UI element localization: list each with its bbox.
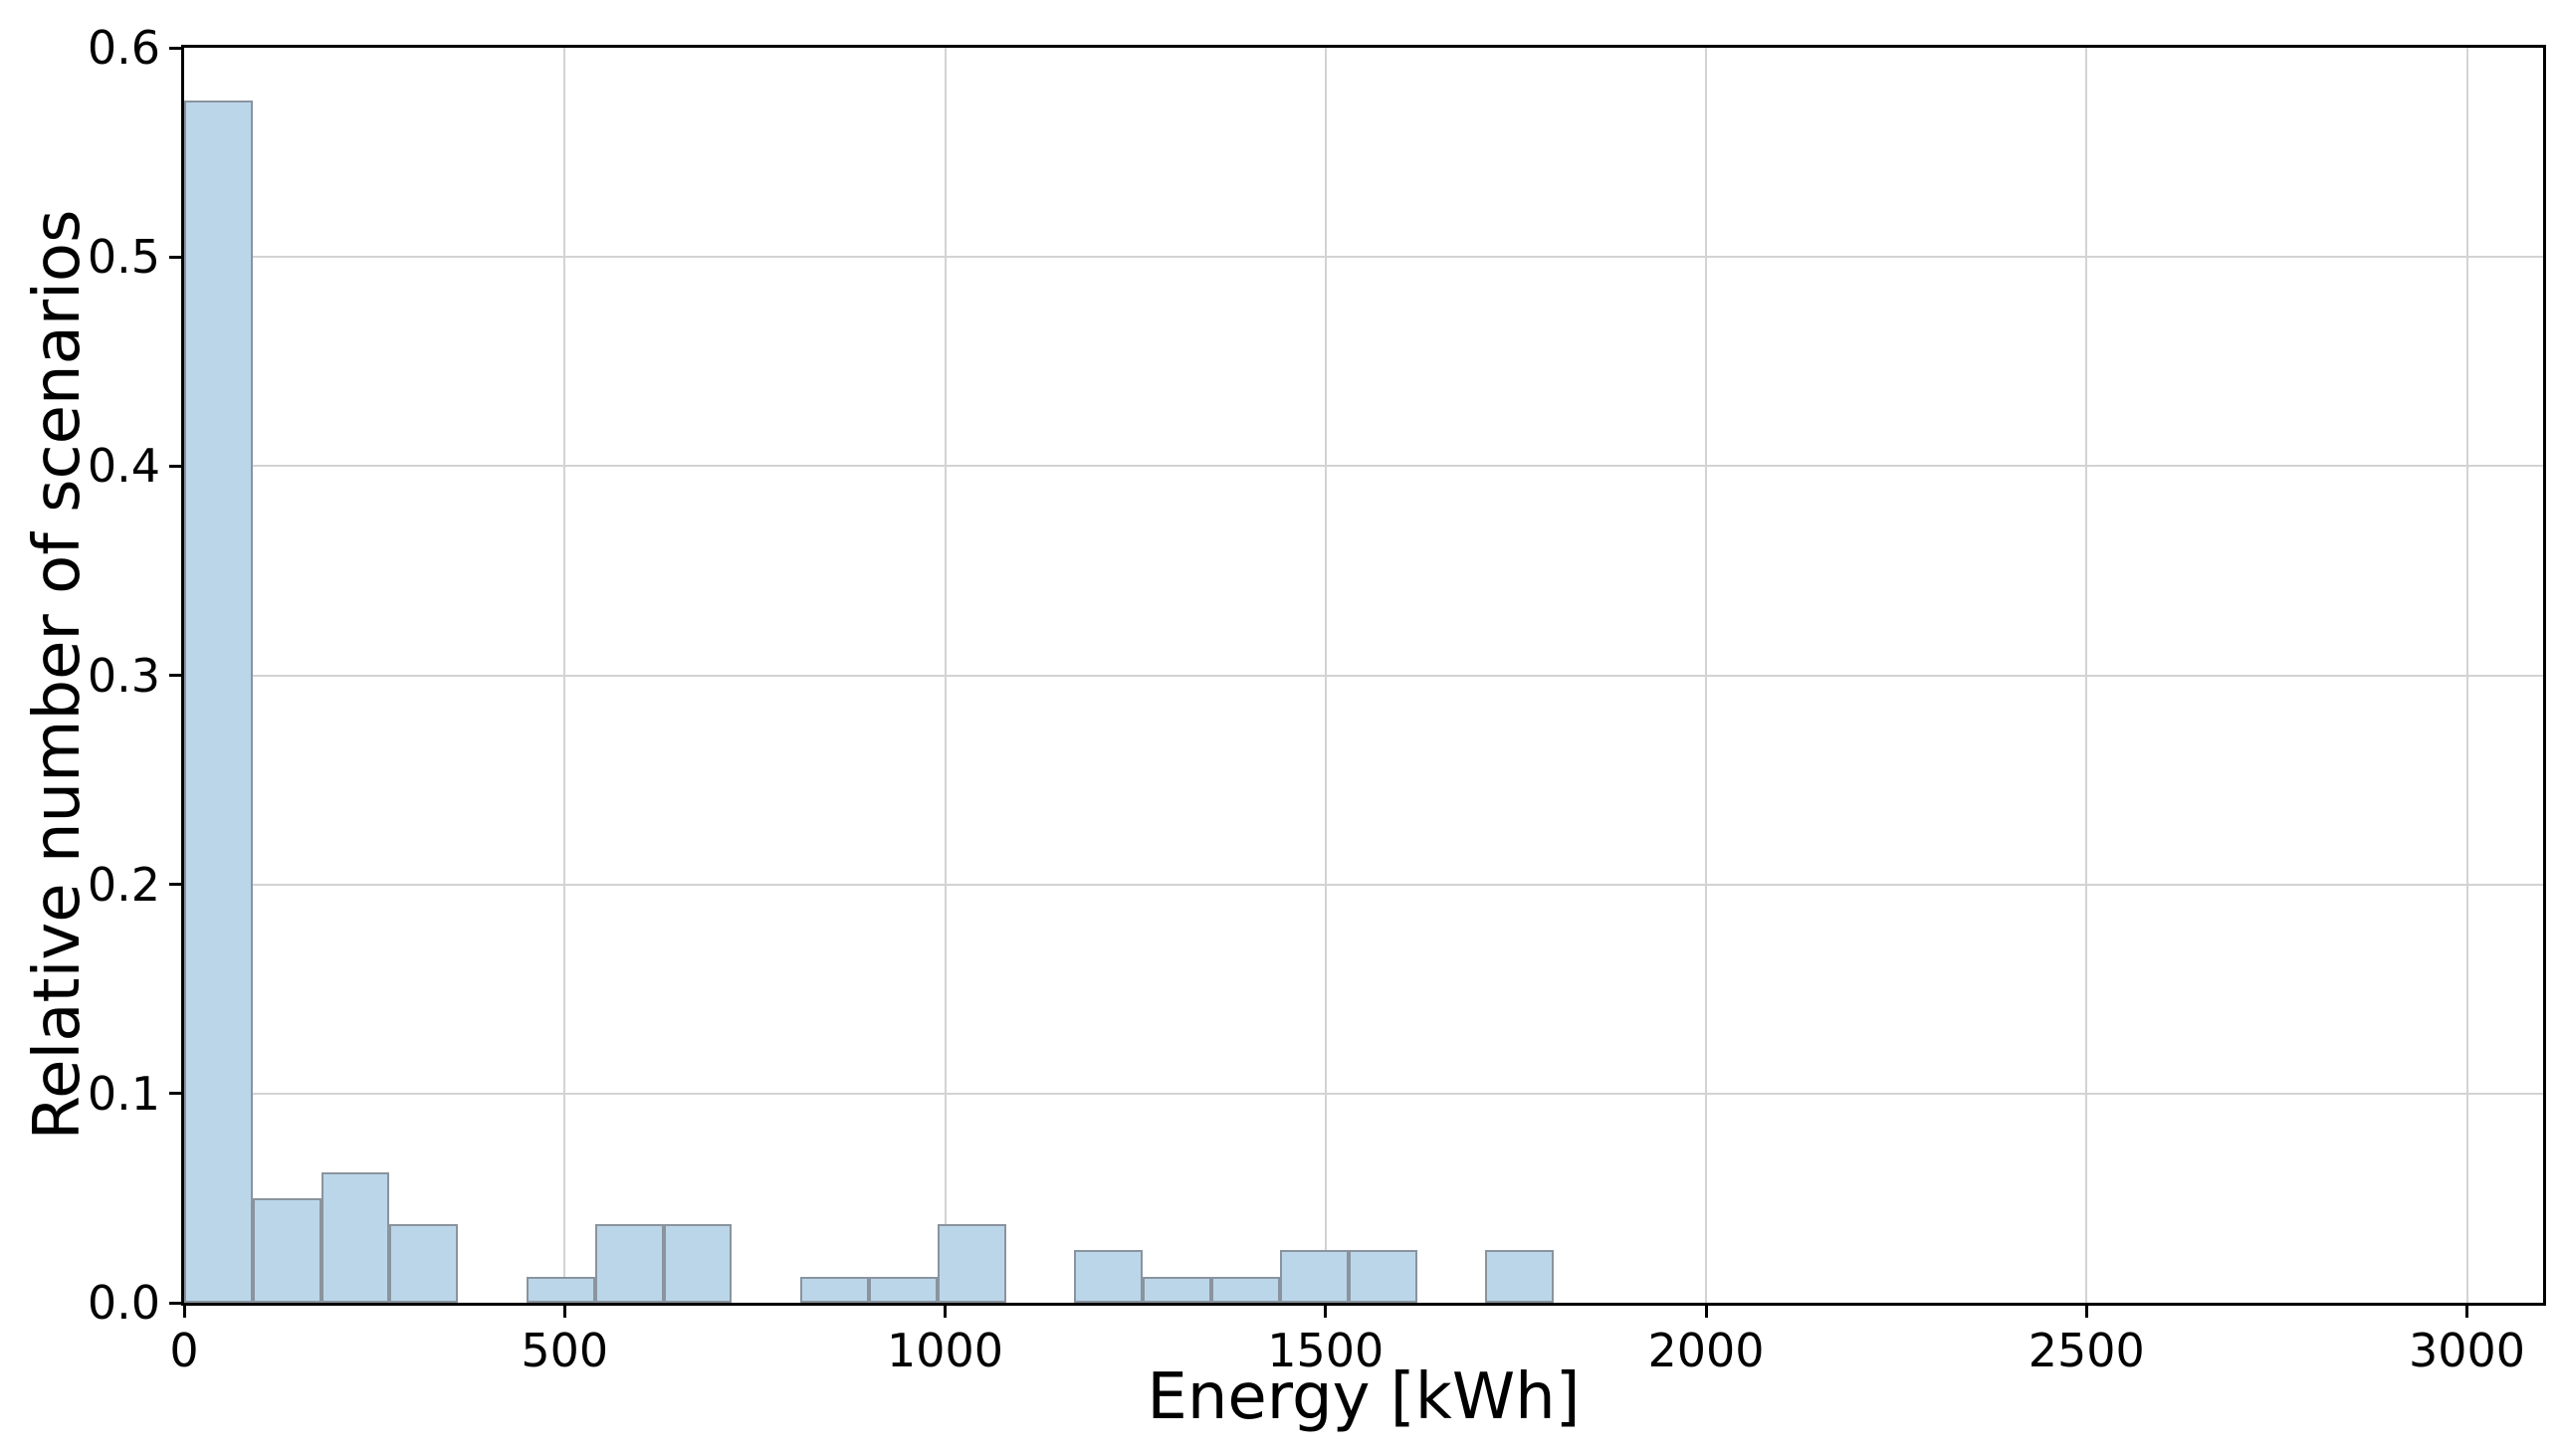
y-gridline: [184, 674, 2543, 677]
histogram-bar: [527, 1276, 595, 1303]
x-tick: [1704, 1306, 1708, 1318]
y-tick: [169, 883, 181, 887]
x-tick: [182, 1306, 186, 1318]
histogram-bar: [869, 1276, 938, 1303]
x-tick-label: 3000: [2409, 1324, 2526, 1377]
x-tick-label: 2500: [2027, 1324, 2145, 1377]
histogram-bar: [389, 1224, 459, 1303]
histogram-bar: [1074, 1250, 1144, 1303]
y-tick-label: 0.6: [87, 21, 160, 75]
y-tick-label: 0.4: [87, 439, 160, 494]
x-axis-label: Energy [kWh]: [1147, 1360, 1581, 1434]
plot-inner: 0 500 1000 1500 2000 2500 3000 0.0 0.1 0.2 0.3 0.4 0…: [88, 25, 2543, 1373]
histogram-bar: [800, 1276, 870, 1303]
x-tick: [562, 1306, 566, 1318]
y-tick: [169, 674, 181, 677]
histogram-bar: [663, 1224, 733, 1303]
x-tick-label: 2000: [1647, 1324, 1765, 1377]
x-tick: [2084, 1306, 2088, 1318]
histogram-bar: [320, 1171, 390, 1303]
histogram-bar: [252, 1197, 321, 1303]
y-gridline: [184, 465, 2543, 468]
y-tick: [169, 1301, 181, 1305]
x-tick: [1324, 1306, 1328, 1318]
y-tick-label: 0.1: [87, 1066, 160, 1121]
y-tick: [169, 464, 181, 468]
x-tick: [944, 1306, 948, 1318]
y-gridline: [184, 1092, 2543, 1095]
histogram-bar: [1348, 1250, 1417, 1303]
y-tick: [169, 1092, 181, 1096]
y-tick-label: 0.0: [87, 1276, 160, 1330]
histogram-bar: [1279, 1250, 1349, 1303]
y-gridline: [184, 883, 2543, 886]
histogram-bar: [1211, 1276, 1280, 1303]
y-tick-label: 0.2: [87, 857, 160, 912]
y-axis-label: Relative number of scenarios: [21, 209, 95, 1141]
plot-area: 0 500 1000 1500 2000 2500 3000 0.0 0.1 0.2 0.3 0.4 0…: [88, 25, 2546, 1373]
y-tick-label: 0.5: [87, 230, 160, 285]
x-tick: [2465, 1306, 2469, 1318]
histogram-bar: [594, 1224, 664, 1303]
histogram-bar: [937, 1224, 1006, 1303]
y-tick-label: 0.3: [87, 648, 160, 703]
y-tick: [169, 46, 181, 50]
histogram-bar: [1143, 1276, 1212, 1303]
x-tick-label: 500: [521, 1324, 609, 1377]
histogram-bar: [184, 100, 253, 1303]
x-tick-label: 1000: [886, 1324, 1004, 1377]
x-tick-label: 0: [169, 1324, 199, 1377]
y-tick: [169, 255, 181, 259]
histogram-bar: [1485, 1250, 1555, 1303]
x-tick-label: 1500: [1267, 1324, 1385, 1377]
y-gridline: [184, 256, 2543, 259]
